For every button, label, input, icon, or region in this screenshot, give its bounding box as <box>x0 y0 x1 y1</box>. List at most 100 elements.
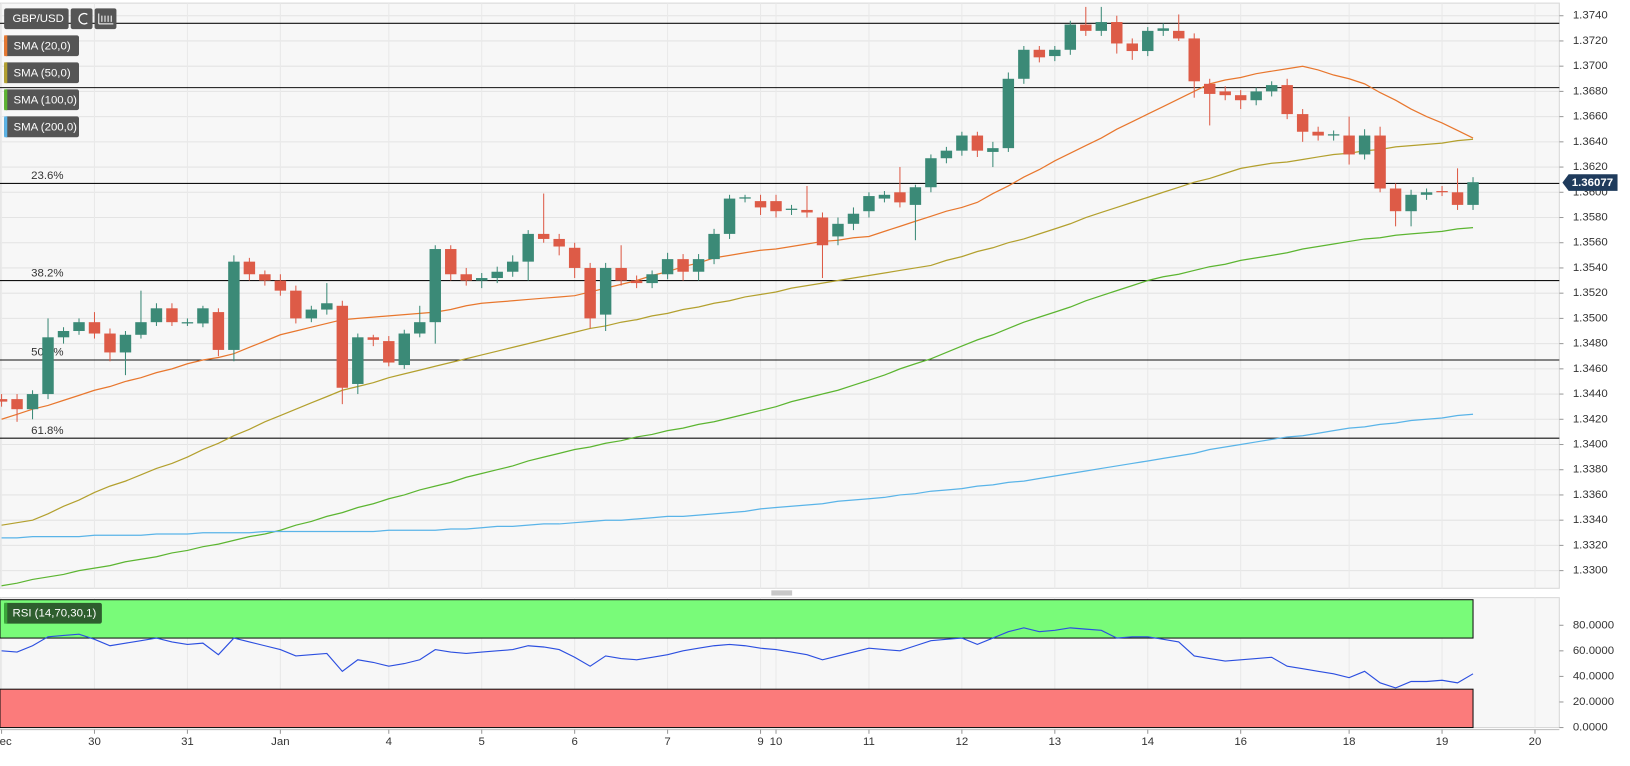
x-tick-label: 16 <box>1234 736 1247 748</box>
y-tick-label: 40.0000 <box>1573 670 1614 682</box>
candle-body <box>321 303 333 310</box>
y-tick-label: 1.3700 <box>1573 60 1608 72</box>
candle-body <box>1219 91 1231 96</box>
candle-body <box>460 274 472 281</box>
candle-body <box>506 261 519 272</box>
candle-body <box>1049 49 1061 57</box>
candle-body <box>414 322 426 334</box>
candle-body <box>894 192 906 203</box>
candle-body <box>1296 114 1309 132</box>
y-tick-label: 1.3400 <box>1573 439 1608 451</box>
x-tick-label: 5 <box>479 736 485 748</box>
x-tick-label: 12 <box>956 736 969 748</box>
level-label: 23.6% <box>31 170 63 182</box>
candle-body <box>429 249 441 323</box>
candle-body <box>1420 192 1433 195</box>
sma-line <box>1 138 1474 526</box>
refresh-icon <box>78 12 88 25</box>
settings-button[interactable] <box>94 8 117 30</box>
candle-body <box>383 341 395 363</box>
candle-body <box>630 280 643 284</box>
candle-body <box>615 267 627 281</box>
candle-body <box>785 208 798 210</box>
x-tick-label: 13 <box>1048 736 1061 748</box>
y-tick-label: 60.0000 <box>1573 645 1614 657</box>
candle-body <box>723 198 736 234</box>
symbol-box[interactable] <box>4 8 69 30</box>
level-label: 38.2% <box>31 267 63 279</box>
y-tick-label: 1.3640 <box>1573 136 1608 148</box>
candle-body <box>1467 182 1479 205</box>
candle-body <box>1002 78 1015 149</box>
y-tick-label: 1.3360 <box>1573 489 1608 501</box>
legend-label: SMA (50,0) <box>14 67 71 79</box>
candle-body <box>119 334 132 353</box>
candle-body <box>661 259 674 275</box>
legend-box[interactable] <box>4 116 80 138</box>
candle-body <box>445 249 457 275</box>
y-tick-label: 1.3520 <box>1573 287 1608 299</box>
candle-body <box>1312 131 1324 136</box>
x-tick-label: 31 <box>181 736 194 748</box>
x-tick-label: 10 <box>770 736 783 748</box>
candle-body <box>956 135 968 151</box>
y-tick-label: 1.3440 <box>1573 388 1608 400</box>
candle-body <box>73 322 85 332</box>
symbol-label: GBP/USD <box>12 13 63 25</box>
candle-body <box>1405 194 1417 212</box>
legend-swatch <box>4 602 8 624</box>
y-tick-label: 1.3720 <box>1573 35 1608 47</box>
candle-body <box>739 197 751 199</box>
candle-body <box>1111 22 1123 44</box>
candle-body <box>290 290 302 319</box>
y-tick-label: 1.3540 <box>1573 262 1608 274</box>
candle-body <box>1188 38 1200 82</box>
y-tick-label: 1.3680 <box>1573 85 1608 97</box>
candle-body <box>166 308 178 323</box>
candle-body <box>878 194 891 199</box>
candle-body <box>0 399 8 402</box>
candle-body <box>1281 85 1293 115</box>
panel-resize-handle[interactable] <box>771 590 793 596</box>
x-tick-label: 19 <box>1436 736 1449 748</box>
candle-body <box>197 308 209 324</box>
y-tick-label: 1.3560 <box>1573 237 1608 249</box>
legend-box[interactable] <box>4 35 80 57</box>
y-tick-label: 80.0000 <box>1573 619 1614 631</box>
candle-body <box>925 158 937 188</box>
candle-body <box>863 196 875 212</box>
candle-body <box>212 312 225 350</box>
x-tick-label: 4 <box>386 736 393 748</box>
x-tick-label: 9 <box>757 736 763 748</box>
candle-body <box>398 333 410 366</box>
candle-body <box>801 209 813 213</box>
candle-body <box>553 238 565 247</box>
sma-line <box>1 226 1474 587</box>
y-tick-label: 1.3420 <box>1573 413 1608 425</box>
candle-body <box>522 233 534 262</box>
candle-body <box>1250 91 1262 101</box>
x-tick-label: Dec <box>0 736 12 748</box>
candle-body <box>336 305 349 388</box>
y-tick-label: 1.3480 <box>1573 338 1608 350</box>
refresh-button[interactable] <box>70 8 93 30</box>
candle-body <box>599 267 612 315</box>
candle-body <box>584 267 596 319</box>
legend-label: RSI (14,70,30,1) <box>12 608 96 620</box>
y-tick-label: 1.3380 <box>1573 464 1608 476</box>
y-tick-label: 0.0000 <box>1573 722 1608 734</box>
rsi-line <box>1 627 1474 689</box>
legend-box[interactable] <box>4 62 80 84</box>
candle-body <box>274 280 287 291</box>
candle-body <box>243 261 256 275</box>
legend-box[interactable] <box>4 602 102 624</box>
candle-body <box>1095 22 1108 31</box>
legend-box[interactable] <box>4 89 80 111</box>
candle-body <box>104 333 116 353</box>
x-tick-label: 30 <box>88 736 101 748</box>
candle-body <box>150 308 163 323</box>
candle-body <box>909 187 922 205</box>
rsi-band <box>0 688 1474 729</box>
candle-body <box>1327 134 1340 136</box>
